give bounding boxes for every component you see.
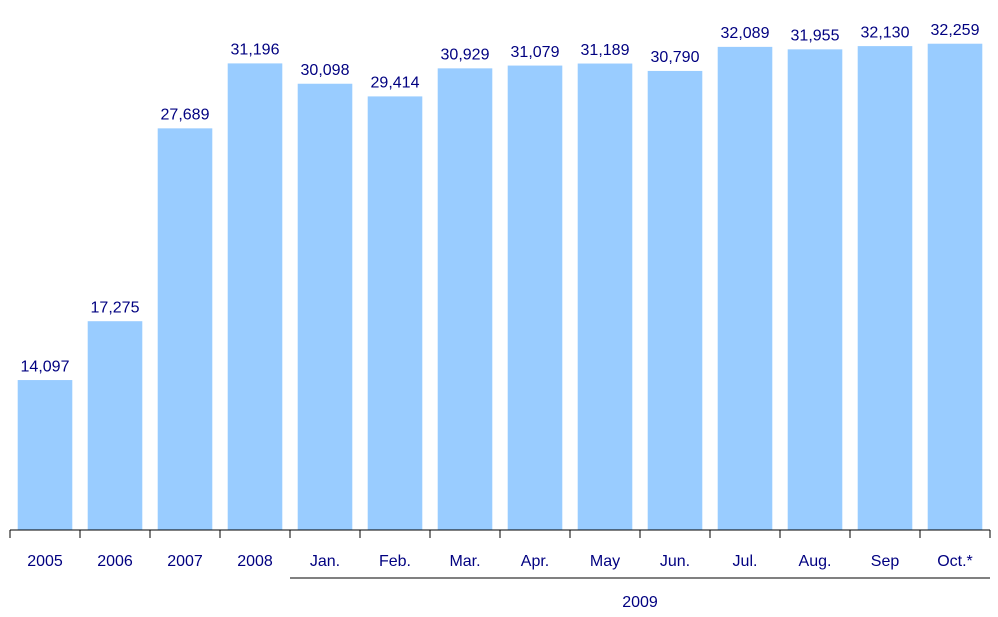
value-label: 31,189 <box>581 42 630 59</box>
value-label: 31,196 <box>231 42 280 59</box>
bar <box>717 46 773 531</box>
value-label: 32,130 <box>861 24 910 41</box>
x-tick-label: Jul. <box>733 553 758 570</box>
bar <box>17 380 73 530</box>
group-label: 2009 <box>622 594 658 611</box>
value-label: 30,929 <box>441 47 490 64</box>
value-label: 30,098 <box>301 62 350 79</box>
bar <box>927 43 983 530</box>
bar <box>437 68 493 530</box>
x-tick-label: Sep <box>871 553 900 570</box>
x-tick-label: Jun. <box>660 553 690 570</box>
x-tick-label: Oct.* <box>937 553 973 570</box>
value-label: 31,079 <box>511 44 560 61</box>
bar <box>367 96 423 530</box>
value-label: 32,089 <box>721 25 770 42</box>
x-tick-label: Aug. <box>799 553 832 570</box>
x-tick-label: 2005 <box>27 553 63 570</box>
bar <box>577 63 633 530</box>
value-label: 31,955 <box>791 28 840 45</box>
value-label: 17,275 <box>91 299 140 316</box>
value-label: 14,097 <box>21 358 70 375</box>
value-label: 32,259 <box>931 22 980 39</box>
x-tick-label: Apr. <box>521 553 549 570</box>
value-label: 30,790 <box>651 49 700 66</box>
bar <box>87 321 143 530</box>
x-tick-label: May <box>590 553 620 570</box>
x-tick-label: 2007 <box>167 553 203 570</box>
x-tick-label: 2006 <box>97 553 133 570</box>
bar <box>647 70 703 530</box>
x-tick-label: Jan. <box>310 553 340 570</box>
bar <box>227 63 283 530</box>
x-tick-label: Mar. <box>449 553 480 570</box>
bar <box>507 65 563 531</box>
bar <box>297 83 353 531</box>
bar <box>157 128 213 530</box>
value-label: 29,414 <box>371 75 420 92</box>
value-label: 27,689 <box>161 107 210 124</box>
x-tick-label: Feb. <box>379 553 411 570</box>
x-tick-label: 2008 <box>237 553 273 570</box>
bar <box>787 49 843 530</box>
bar <box>857 46 913 530</box>
